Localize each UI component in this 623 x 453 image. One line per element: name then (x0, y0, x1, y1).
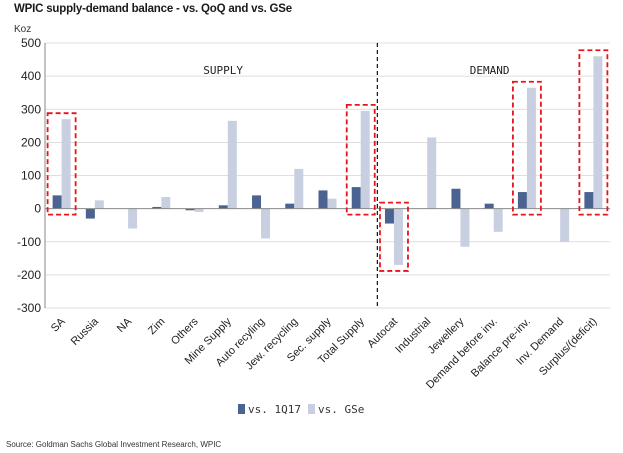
bar-vs-1q17 (318, 190, 328, 209)
y-tick-label: 500 (21, 36, 41, 50)
bar-vs-gse (526, 87, 536, 209)
bar-vs-gse (94, 200, 104, 209)
bar-vs-1q17 (351, 187, 361, 209)
section-label-supply: SUPPLY (203, 64, 243, 77)
y-tick-label: 100 (21, 169, 41, 183)
bar-vs-1q17 (52, 195, 62, 209)
bar-vs-gse (61, 119, 71, 209)
category-label: NA (115, 315, 135, 335)
category-label: Balance pre-inv. (469, 316, 533, 380)
bar-vs-1q17 (185, 208, 195, 211)
bar-vs-gse (560, 208, 570, 242)
bar-vs-1q17 (218, 205, 228, 209)
source-note: Source: Goldman Sachs Global Investment … (6, 440, 222, 449)
bar-vs-gse (161, 197, 171, 209)
bar-vs-gse (360, 110, 370, 209)
bar-vs-1q17 (584, 192, 594, 209)
y-unit-label: Koz (14, 24, 32, 35)
bar-vs-1q17 (484, 203, 494, 209)
category-label: Others (169, 315, 201, 347)
bar-vs-gse (327, 198, 337, 209)
legend-swatch (238, 404, 245, 414)
highlight-box (46, 112, 77, 216)
legend-swatch (308, 404, 315, 414)
y-tick-label: 300 (21, 102, 41, 116)
category-label: Surplus/(deficit) (537, 316, 600, 379)
bar-vs-1q17 (384, 208, 394, 224)
category-label: Russia (69, 315, 102, 348)
y-tick-label: -300 (17, 301, 41, 315)
bar-vs-gse (493, 208, 503, 232)
category-label: Zim (146, 316, 167, 337)
bar-vs-1q17 (252, 195, 262, 209)
bar-vs-1q17 (451, 188, 461, 209)
bar-vs-gse (294, 168, 304, 209)
bar-vs-1q17 (517, 192, 527, 209)
bar-vs-gse (427, 137, 437, 209)
y-tick-label: -100 (17, 235, 41, 249)
category-label: SA (49, 315, 68, 334)
bar-vs-gse (227, 120, 237, 209)
bar-vs-1q17 (285, 203, 295, 209)
bar-vs-1q17 (85, 208, 95, 219)
bar-vs-1q17 (152, 206, 162, 209)
highlight-box (345, 104, 376, 216)
y-tick-label: -200 (17, 268, 41, 282)
legend-label: vs. 1Q17 (248, 403, 301, 416)
legend-label: vs. GSe (318, 403, 364, 416)
section-label-demand: DEMAND (470, 64, 510, 77)
chart-title: WPIC supply-demand balance - vs. QoQ and… (14, 3, 292, 15)
bar-vs-gse (393, 208, 403, 265)
bar-vs-gse (128, 208, 138, 229)
bar-vs-gse (593, 56, 603, 209)
y-tick-label: 0 (34, 202, 41, 216)
bar-vs-gse (460, 208, 470, 247)
bar-vs-gse (261, 208, 271, 239)
y-tick-label: 400 (21, 69, 41, 83)
y-tick-label: 200 (21, 135, 41, 149)
bar-vs-gse (194, 208, 204, 212)
